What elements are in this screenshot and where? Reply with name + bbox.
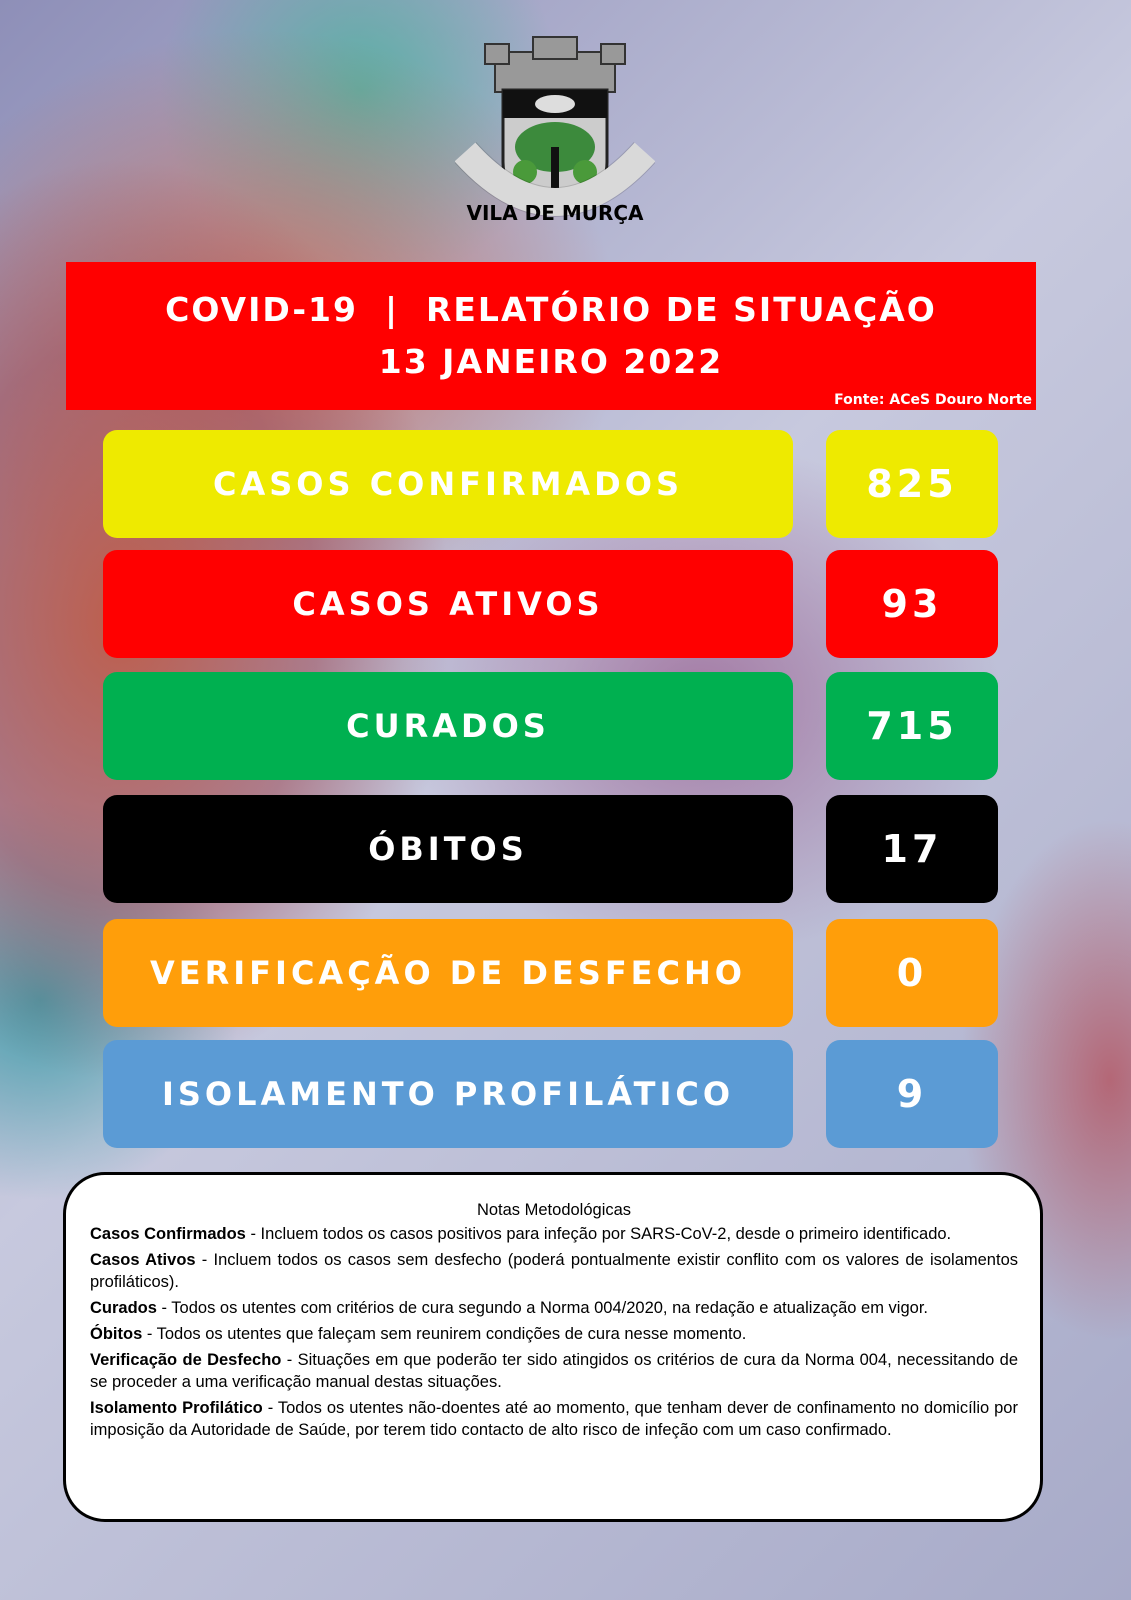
stat-row-recovered: CURADOS 715 <box>103 672 998 780</box>
stat-row-confirmed: CASOS CONFIRMADOS 825 <box>103 430 998 538</box>
note-text: - Incluem todos os casos positivos para … <box>245 1225 952 1243</box>
note-term: Isolamento Profilático <box>90 1399 263 1417</box>
note-text: - Todos os utentes com critérios de cura… <box>156 1299 928 1317</box>
municipal-coat-of-arms-logo: VILA DE MURÇA <box>453 32 657 237</box>
stat-label: ISOLAMENTO PROFILÁTICO <box>103 1040 793 1148</box>
note-item: Verificação de Desfecho - Situações em q… <box>90 1349 1018 1393</box>
stat-label: VERIFICAÇÃO DE DESFECHO <box>103 919 793 1027</box>
note-item: Casos Ativos - Incluem todos os casos se… <box>90 1249 1018 1293</box>
note-text: - Todos os utentes não-doentes até ao mo… <box>90 1399 1018 1439</box>
note-item: Óbitos - Todos os utentes que faleçam se… <box>90 1323 1018 1345</box>
note-text: - Situações em que poderão ter sido atin… <box>90 1351 1018 1391</box>
stat-value: 715 <box>826 672 998 780</box>
stat-value: 17 <box>826 795 998 903</box>
note-term: Casos Ativos <box>90 1251 196 1269</box>
stat-value: 9 <box>826 1040 998 1148</box>
stat-label: CASOS ATIVOS <box>103 550 793 658</box>
stat-value: 825 <box>826 430 998 538</box>
stat-row-prophylactic-isolation: ISOLAMENTO PROFILÁTICO 9 <box>103 1040 998 1148</box>
svg-text:VILA DE MURÇA: VILA DE MURÇA <box>466 201 644 225</box>
note-item: Isolamento Profilático - Todos os utente… <box>90 1397 1018 1441</box>
report-header-banner: COVID-19 | RELATÓRIO DE SITUAÇÃO 13 JANE… <box>66 262 1036 410</box>
stat-value: 93 <box>826 550 998 658</box>
note-term: Curados <box>90 1299 157 1317</box>
stat-label: ÓBITOS <box>103 795 793 903</box>
notes-title: Notas Metodológicas <box>476 1201 632 1219</box>
note-item: Curados - Todos os utentes com critérios… <box>90 1297 1018 1319</box>
report-title: COVID-19 | RELATÓRIO DE SITUAÇÃO <box>165 290 937 329</box>
note-term: Óbitos <box>90 1325 143 1343</box>
note-term: Verificação de Desfecho <box>90 1351 282 1369</box>
note-text: - Incluem todos os casos sem desfecho (p… <box>90 1251 1018 1291</box>
stat-label: CASOS CONFIRMADOS <box>103 430 793 538</box>
report-date: 13 JANEIRO 2022 <box>378 342 724 381</box>
stat-row-outcome-verification: VERIFICAÇÃO DE DESFECHO 0 <box>103 919 998 1027</box>
stat-row-deaths: ÓBITOS 17 <box>103 795 998 903</box>
note-term: Casos Confirmados <box>90 1225 246 1243</box>
note-text: - Todos os utentes que faleçam sem reuni… <box>142 1325 747 1343</box>
note-item: Casos Confirmados - Incluem todos os cas… <box>90 1223 1018 1245</box>
stat-row-active: CASOS ATIVOS 93 <box>103 550 998 658</box>
methodology-notes: Notas Metodológicas Casos Confirmados - … <box>63 1172 1043 1522</box>
source-label: Fonte: ACeS Douro Norte <box>834 392 1032 408</box>
stat-label: CURADOS <box>103 672 793 780</box>
stat-value: 0 <box>826 919 998 1027</box>
